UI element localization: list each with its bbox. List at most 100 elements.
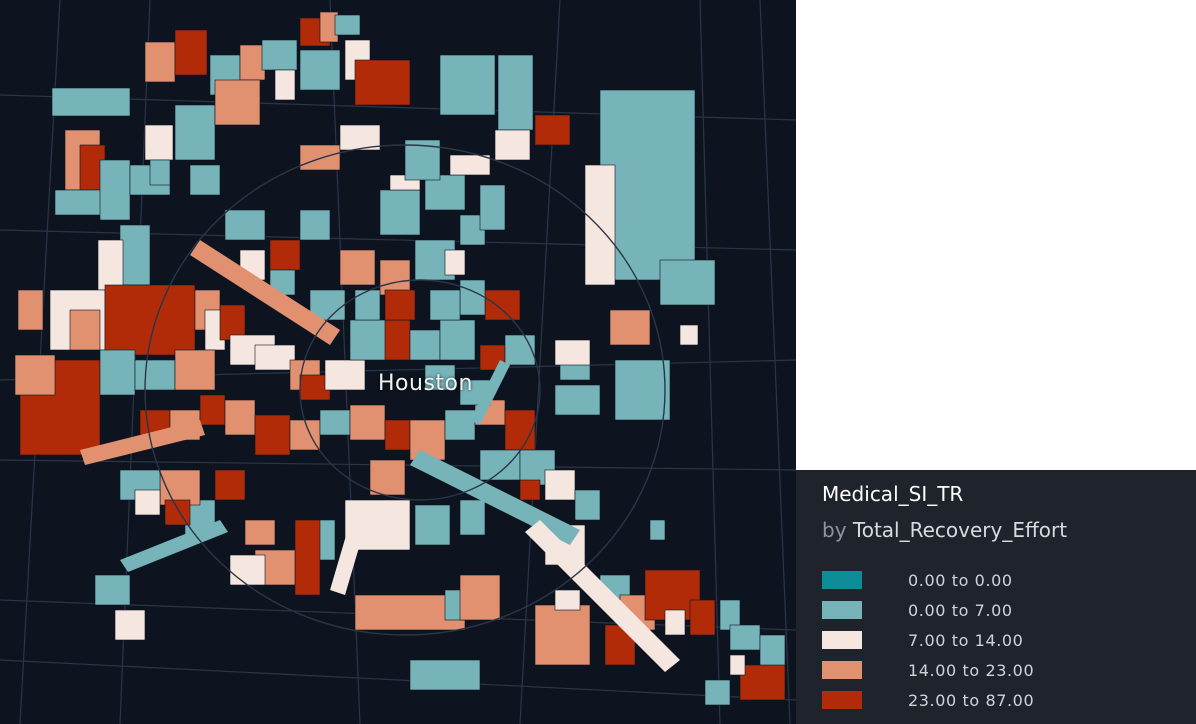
tract [704,679,731,706]
tract [410,450,580,545]
tract [409,419,446,461]
tract [330,505,370,595]
tract [134,489,161,516]
tract [239,44,266,81]
tract [149,159,171,186]
tract [99,159,131,221]
tract [319,409,351,436]
tract [229,554,266,586]
tract [484,289,521,321]
tract [470,360,510,425]
tract [429,289,461,321]
tract [439,319,476,361]
tract [134,359,176,391]
tract [339,249,376,286]
legend-item-label: 14.00 to 23.00 [908,660,1035,680]
census-tracts [14,11,786,706]
tract [199,394,226,426]
tract [504,334,536,366]
tract [449,154,491,176]
tract [525,520,680,672]
legend-item: 0.00 to 0.00 [822,565,1034,595]
tract [554,589,581,611]
tract [729,624,761,651]
tract [349,319,391,361]
tract [369,459,406,496]
tract [679,324,699,346]
tract [384,419,411,451]
tract [519,479,541,501]
tract [409,659,481,691]
tract [664,609,686,636]
tract [244,519,276,546]
tract [80,420,205,465]
legend-by-prefix: by [822,518,847,542]
legend-swatch [822,571,862,589]
tract [659,259,716,306]
legend-item: 0.00 to 7.00 [822,595,1034,625]
tract [69,309,101,351]
legend-by-field: Total_Recovery_Effort [852,518,1068,542]
tract [334,14,361,36]
tract [274,69,296,101]
tract [224,399,256,436]
tract [494,129,531,161]
tract [414,504,451,546]
tract [584,164,616,286]
tract [120,520,228,572]
tract [609,309,651,346]
tract [459,279,486,316]
tract [94,574,131,606]
tract [97,239,124,291]
tract [439,54,496,116]
legend-item-label: 0.00 to 7.00 [908,600,1013,620]
tract [289,419,321,451]
legend-swatch [822,691,862,709]
tract [497,54,534,131]
tract [739,664,786,701]
tract [17,289,44,331]
tract [384,319,411,361]
tract [224,209,266,241]
tract [384,289,416,321]
choropleth-map[interactable]: Houston [0,0,796,724]
tract [554,339,591,366]
tract [144,124,174,161]
tract [119,224,151,286]
map-legend: Medical_SI_TR by Total_Recovery_Effort 0… [796,470,1196,724]
tract [729,654,746,676]
tract [174,29,208,76]
city-label: Houston [378,371,473,396]
legend-item: 7.00 to 14.00 [822,625,1034,655]
tract [339,124,381,151]
tract [544,469,576,501]
legend-subtitle: by Total_Recovery_Effort [822,518,1067,542]
tract [189,164,221,196]
legend-item: 14.00 to 23.00 [822,655,1034,685]
tract [444,249,466,276]
tract [424,364,456,391]
tract [379,259,411,296]
legend-title: Medical_SI_TR [822,482,964,506]
tract [444,409,476,441]
legend-item: 23.00 to 87.00 [822,685,1034,715]
map-canvas [0,0,796,724]
tract [114,609,146,641]
legend-swatch [822,661,862,679]
tract [354,59,411,106]
tract [574,489,601,521]
tract [164,499,191,526]
tract [299,209,331,241]
tract [294,519,321,596]
tract [354,289,381,321]
tract [534,114,571,146]
legend-swatch [822,631,862,649]
tract [99,349,136,396]
tract [299,144,341,171]
tract [614,359,671,421]
tract [479,449,521,481]
tract [349,404,386,441]
tract [299,49,341,91]
legend-swatch [822,601,862,619]
legend-item-label: 0.00 to 0.00 [908,570,1013,590]
